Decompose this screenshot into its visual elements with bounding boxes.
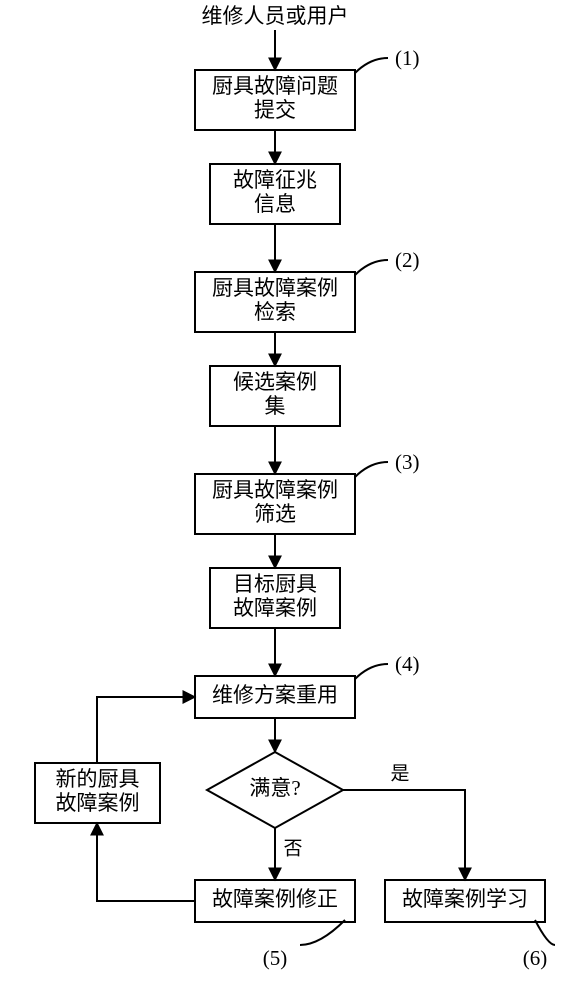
tag-connector-3 bbox=[355, 664, 388, 679]
node-n3-line1: 检索 bbox=[254, 300, 296, 324]
tag-connector-5 bbox=[535, 920, 555, 945]
edge-n10-top bbox=[97, 697, 195, 763]
node-n4-line1: 集 bbox=[265, 394, 286, 418]
node-n8-line0: 故障案例修正 bbox=[212, 887, 338, 911]
tag-n9: (6) bbox=[523, 946, 548, 970]
tag-n5: (3) bbox=[395, 450, 420, 474]
node-n3-line0: 厨具故障案例 bbox=[212, 276, 338, 300]
node-n1-line0: 厨具故障问题 bbox=[212, 74, 338, 98]
node-n6-line0: 目标厨具 bbox=[233, 572, 317, 596]
node-n1-line1: 提交 bbox=[254, 98, 296, 122]
node-n2-line1: 信息 bbox=[254, 192, 296, 216]
tag-n8: (5) bbox=[263, 946, 288, 970]
tag-n7: (4) bbox=[395, 652, 420, 676]
node-n7-line0: 维修方案重用 bbox=[212, 683, 338, 707]
node-n9-line0: 故障案例学习 bbox=[402, 887, 528, 911]
edge-label-d1-yes: 是 bbox=[390, 763, 409, 784]
node-n4-line0: 候选案例 bbox=[233, 370, 317, 394]
node-n5-line0: 厨具故障案例 bbox=[212, 478, 338, 502]
tag-n3: (2) bbox=[395, 248, 420, 272]
node-n10-line0: 新的厨具 bbox=[56, 767, 140, 791]
node-n2-line0: 故障征兆 bbox=[233, 168, 317, 192]
node-d1-label: 满意? bbox=[249, 776, 300, 800]
edge-label-d1-no: 否 bbox=[283, 838, 302, 859]
node-n10-line1: 故障案例 bbox=[56, 791, 140, 815]
edge-n8-left bbox=[97, 823, 195, 901]
edge-d1-yes bbox=[343, 790, 465, 880]
tag-n1: (1) bbox=[395, 46, 420, 70]
tag-connector-2 bbox=[355, 462, 388, 477]
node-n5-line1: 筛选 bbox=[254, 502, 296, 526]
node-n6-line1: 故障案例 bbox=[233, 596, 317, 620]
tag-connector-1 bbox=[355, 260, 388, 275]
tag-connector-4 bbox=[300, 920, 345, 945]
top-label: 维修人员或用户 bbox=[202, 4, 349, 28]
tag-connector-0 bbox=[355, 58, 388, 73]
